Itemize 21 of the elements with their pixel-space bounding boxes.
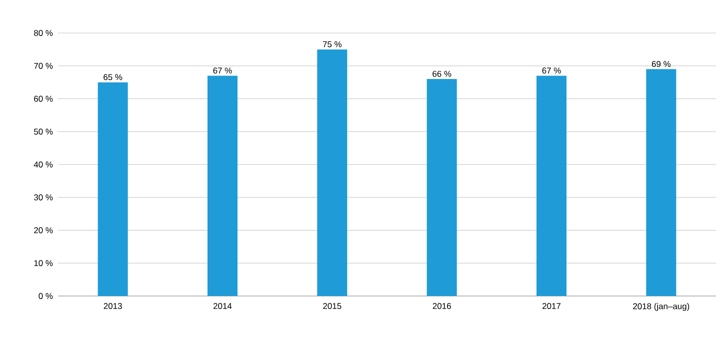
x-tick-label: 2017 [542,303,560,310]
data-label: 67 % [213,68,232,74]
x-tick-label: 2015 [323,303,342,310]
data-label: 65 % [104,74,122,80]
y-tick-label: 60 % [34,96,53,102]
y-tick-label: 50 % [34,128,53,135]
x-tick-label: 2014 [214,303,232,310]
data-label: 66 % [432,70,452,77]
data-label: 75 % [322,41,342,48]
y-tick-label: 80 % [34,30,53,36]
data-label: 67 % [542,68,561,74]
x-tick-label: 2013 [104,303,122,310]
y-tick-label: 70 % [34,62,53,69]
x-tick-label: 2018 (jan–aug) [633,303,690,311]
y-tick-label: 40 % [34,162,53,168]
y-tick-label: 30 % [34,194,53,200]
y-tick-label: 20 % [34,227,53,234]
y-tick-label: 10 % [34,260,53,266]
x-tick-label: 2016 [432,303,451,310]
data-label: 69 % [652,60,671,67]
y-tick-label: 0 % [38,293,53,299]
